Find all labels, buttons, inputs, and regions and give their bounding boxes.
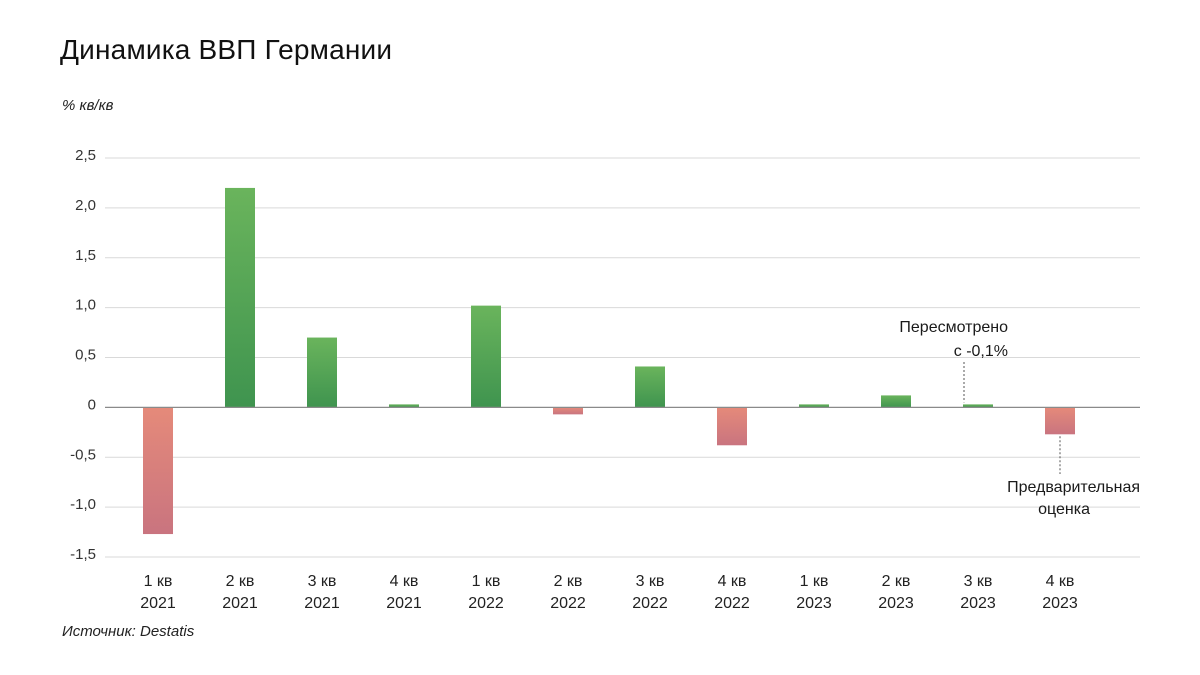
- x-tick-label-year: 2023: [878, 595, 914, 612]
- y-tick-label: -1,0: [70, 496, 96, 513]
- x-tick-label-quarter: 2 кв: [226, 573, 255, 590]
- bar: [225, 187, 255, 408]
- bars: [143, 187, 1075, 535]
- x-axis-labels: 1 кв 2021 2 кв 2021 3 кв 2021 4 кв 2021 1 кв 2022…: [140, 573, 1078, 612]
- y-tick-label: -1,5: [70, 546, 96, 563]
- annotation-revised-line2: с -0,1%: [954, 343, 1008, 360]
- x-tick-label-year: 2022: [468, 595, 504, 612]
- x-tick-label-quarter: 4 кв: [718, 573, 747, 590]
- y-tick-label: 1,0: [75, 297, 96, 314]
- bar: [717, 407, 747, 446]
- bar: [635, 366, 665, 408]
- x-tick-label-year: 2022: [714, 595, 750, 612]
- bar: [389, 404, 419, 408]
- annotation-preliminary-line2: оценка: [1038, 501, 1090, 518]
- bar: [553, 407, 583, 415]
- x-tick-label-year: 2021: [222, 595, 258, 612]
- x-tick-label-quarter: 4 кв: [390, 573, 419, 590]
- x-tick-label-quarter: 4 кв: [1046, 573, 1075, 590]
- x-tick-label-year: 2022: [550, 595, 586, 612]
- annotations: Пересмотрено с -0,1% Предварительная оценка: [899, 319, 1140, 518]
- bar: [143, 407, 173, 535]
- y-tick-label: 1,5: [75, 247, 96, 264]
- annotation-revised-line1: Пересмотрено: [899, 319, 1008, 336]
- x-tick-label-year: 2021: [140, 595, 176, 612]
- bar: [307, 337, 337, 408]
- x-tick-label-year: 2023: [796, 595, 832, 612]
- x-tick-label-quarter: 2 кв: [882, 573, 911, 590]
- bar: [963, 404, 993, 408]
- x-tick-label-year: 2022: [632, 595, 668, 612]
- y-tick-label: -0,5: [70, 446, 96, 463]
- y-axis-unit-label: % кв/кв: [62, 97, 114, 114]
- gridlines: [105, 157, 1140, 558]
- x-tick-label-year: 2023: [960, 595, 996, 612]
- x-tick-label-year: 2021: [386, 595, 422, 612]
- bar: [799, 404, 829, 408]
- x-tick-label-quarter: 1 кв: [144, 573, 173, 590]
- x-tick-label-quarter: 3 кв: [308, 573, 337, 590]
- y-tick-label: 0: [88, 396, 96, 413]
- chart-title: Динамика ВВП Германии: [60, 34, 393, 65]
- x-tick-label-year: 2021: [304, 595, 340, 612]
- bar: [471, 305, 501, 408]
- y-tick-label: 2,0: [75, 197, 96, 214]
- x-tick-label-year: 2023: [1042, 595, 1078, 612]
- y-tick-label: 2,5: [75, 147, 96, 164]
- x-tick-label-quarter: 2 кв: [554, 573, 583, 590]
- bar: [881, 395, 911, 408]
- annotation-preliminary-line1: Предварительная: [1007, 479, 1140, 496]
- x-tick-label-quarter: 1 кв: [472, 573, 501, 590]
- bar: [1045, 407, 1075, 435]
- y-tick-label: 0,5: [75, 347, 96, 364]
- source-note: Источник: Destatis: [62, 623, 195, 640]
- x-tick-label-quarter: 1 кв: [800, 573, 829, 590]
- x-tick-label-quarter: 3 кв: [636, 573, 665, 590]
- y-axis-ticks: 2,5 2,0 1,5 1,0 0,5 0 -0,5 -1,0 -1,5: [70, 147, 96, 563]
- x-tick-label-quarter: 3 кв: [964, 573, 993, 590]
